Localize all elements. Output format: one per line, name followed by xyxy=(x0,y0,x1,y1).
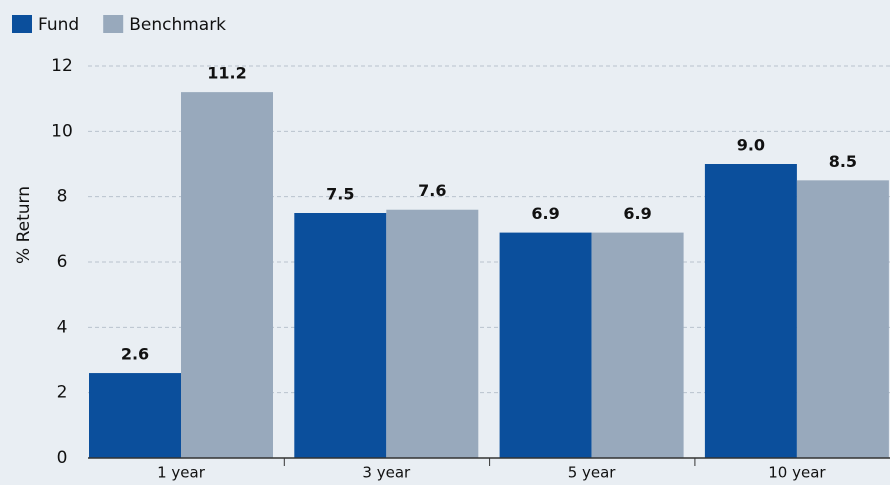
y-tick-label: 12 xyxy=(51,56,73,76)
bar xyxy=(89,373,181,458)
x-tick-label: 1 year xyxy=(157,464,206,482)
legend-swatch xyxy=(103,15,124,33)
bar xyxy=(591,232,684,458)
bar xyxy=(499,232,592,458)
x-tick-label: 3 year xyxy=(362,464,411,482)
value-label: 7.5 xyxy=(326,185,354,204)
y-tick-label: 0 xyxy=(57,448,68,468)
y-tick-label: 4 xyxy=(57,317,68,337)
bar xyxy=(181,92,273,458)
value-label: 9.0 xyxy=(737,136,765,155)
legend-label: Fund xyxy=(38,15,79,35)
x-tick-label: 5 year xyxy=(568,464,617,482)
legend-swatch xyxy=(12,15,32,33)
y-tick-label: 6 xyxy=(57,252,68,272)
bar xyxy=(386,209,479,458)
x-tick-label: 10 year xyxy=(768,464,826,482)
value-label: 7.6 xyxy=(418,181,446,200)
y-tick-label: 10 xyxy=(51,121,73,141)
bar xyxy=(294,213,387,458)
y-axis-label: % Return xyxy=(14,186,34,264)
value-label: 6.9 xyxy=(623,204,651,223)
bar xyxy=(796,180,889,459)
value-label: 8.5 xyxy=(829,152,857,171)
y-tick-label: 8 xyxy=(57,187,68,207)
bar xyxy=(704,164,797,458)
value-label: 11.2 xyxy=(207,64,246,83)
y-tick-label: 2 xyxy=(57,383,68,403)
value-label: 6.9 xyxy=(531,204,559,223)
value-label: 2.6 xyxy=(121,345,149,364)
legend-label: Benchmark xyxy=(129,15,226,35)
